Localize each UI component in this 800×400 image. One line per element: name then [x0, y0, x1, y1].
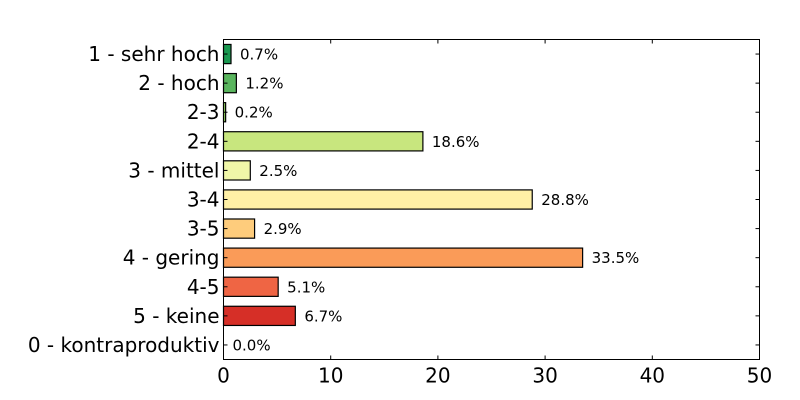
- bar: [222, 131, 424, 152]
- y-tick-label: 1 - sehr hoch: [88, 42, 219, 66]
- bar: [222, 189, 533, 210]
- plot-frame: [223, 39, 760, 360]
- y-tick-label: 5 - keine: [133, 304, 219, 328]
- x-tick-label: 30: [532, 364, 557, 388]
- bar: [222, 276, 279, 297]
- y-tick-label: 3-4: [187, 188, 220, 212]
- value-label: 6.7%: [304, 307, 342, 325]
- y-tick-label: 4 - gering: [123, 246, 220, 270]
- value-label: 0.2%: [235, 104, 273, 122]
- x-tick-label: 10: [318, 364, 343, 388]
- y-tick-label: 2-4: [187, 129, 220, 153]
- value-label: 1.2%: [245, 75, 283, 93]
- bar: [222, 160, 251, 181]
- y-tick-label: 0 - kontraproduktiv: [28, 333, 220, 357]
- x-axis-labels: 0 10 20 30 40 50: [217, 364, 772, 388]
- x-tick-label: 20: [425, 364, 450, 388]
- value-label: 0.0%: [233, 336, 271, 354]
- bar: [222, 305, 296, 327]
- x-tick-label: 40: [640, 364, 665, 388]
- y-tick-label: 2 - hoch: [138, 71, 219, 95]
- y-tick-label: 2-3: [187, 100, 220, 124]
- value-labels: 0.7% 1.2% 0.2% 18.6% 2.5% 28.8% 2.9% 33.5% 5.1% 6…: [233, 46, 640, 355]
- y-tick-label: 4-5: [187, 275, 220, 299]
- bar: [222, 218, 256, 239]
- bar: [222, 247, 584, 268]
- y-axis-labels: 1 - sehr hoch 2 - hoch 2-3 2-4 3 - mittel 3-4…: [28, 42, 220, 357]
- y-tick-label: 3-5: [187, 217, 220, 241]
- value-label: 0.7%: [240, 46, 278, 64]
- value-label: 28.8%: [541, 191, 589, 209]
- bars-group: [222, 43, 584, 327]
- x-tick-label: 50: [747, 364, 772, 388]
- value-label: 18.6%: [432, 133, 480, 151]
- value-label: 2.5%: [259, 162, 297, 180]
- value-label: 5.1%: [287, 278, 325, 296]
- y-tick-label: 3 - mittel: [128, 158, 219, 182]
- value-label: 2.9%: [264, 220, 302, 238]
- value-label: 33.5%: [592, 249, 640, 267]
- x-tick-label: 0: [217, 364, 230, 388]
